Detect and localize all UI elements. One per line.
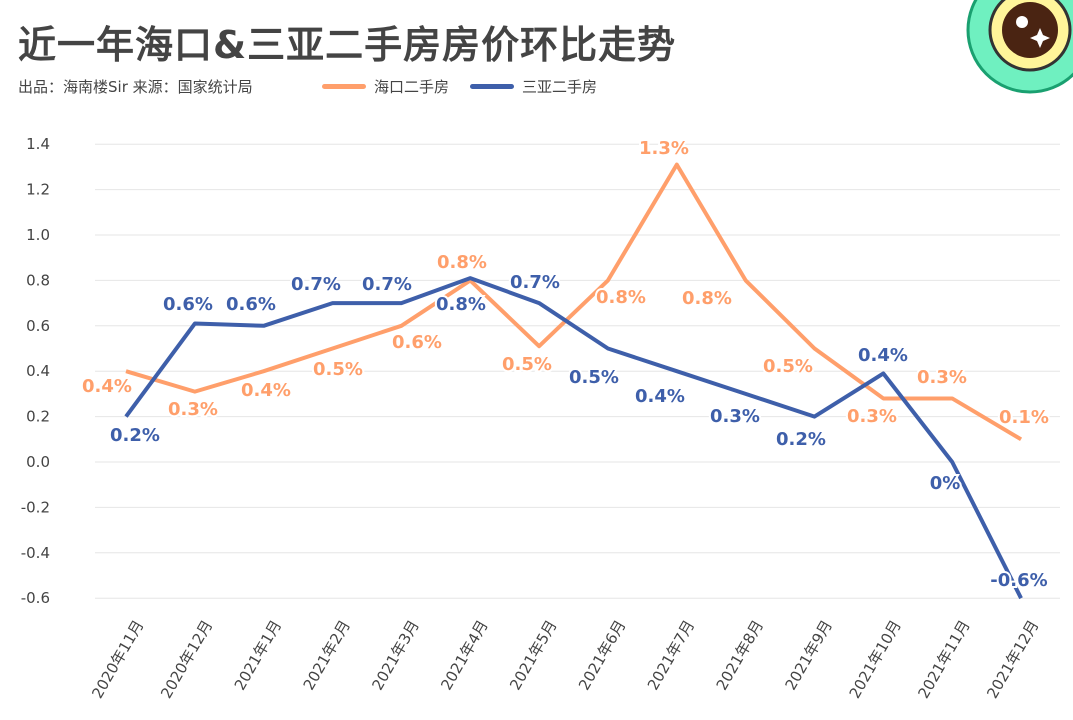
data-label: 0.2%: [110, 425, 160, 446]
y-tick-label: 1.4: [26, 135, 50, 153]
data-label: 0.4%: [635, 386, 685, 407]
data-label: 0.6%: [163, 294, 213, 315]
x-tick-label: 2021年3月: [368, 617, 422, 693]
data-label: 0.5%: [569, 367, 619, 388]
x-tick-label: 2020年12月: [157, 617, 216, 702]
y-tick-label: 0.8: [26, 271, 50, 289]
data-label: -0.6%: [990, 570, 1047, 591]
chart-subtitle: 出品：海南楼Sir 来源：国家统计局: [18, 78, 253, 96]
y-tick-label: 0.6: [26, 317, 50, 335]
data-label: 0.7%: [510, 272, 560, 293]
data-label: 0.8%: [436, 294, 486, 315]
legend-swatch: [470, 84, 514, 89]
data-label: 0.3%: [168, 399, 218, 420]
data-label: 1.3%: [639, 138, 689, 159]
data-label: 0.8%: [596, 287, 646, 308]
data-label: 0.4%: [241, 380, 291, 401]
x-tick-label: 2021年12月: [983, 617, 1042, 702]
data-label: 0.6%: [392, 332, 442, 353]
data-label: 0.3%: [710, 406, 760, 427]
data-label: 0.4%: [82, 376, 132, 397]
legend-item-haikou: 海口二手房: [322, 76, 449, 97]
y-tick-label: 0.4: [26, 362, 50, 380]
y-tick-label: -0.6: [21, 589, 50, 607]
x-tick-label: 2021年1月: [231, 617, 285, 693]
y-tick-label: 1.2: [26, 181, 50, 199]
data-label: 0.8%: [437, 252, 487, 273]
data-label: 0.8%: [682, 288, 732, 309]
y-tick-label: 1.0: [26, 226, 50, 244]
data-label: 0%: [930, 473, 961, 494]
data-label: 0.5%: [763, 356, 813, 377]
data-label: 0.7%: [362, 274, 412, 295]
y-tick-label: 0.0: [26, 453, 50, 471]
series-line-1: [124, 276, 1023, 600]
x-tick-label: 2020年11月: [88, 617, 147, 702]
y-tick-label: -0.4: [21, 544, 50, 562]
data-label: 0.5%: [502, 354, 552, 375]
x-tick-label: 2021年2月: [300, 617, 354, 693]
data-label: 0.4%: [858, 345, 908, 366]
mascot-logo: [966, 0, 1073, 94]
legend-label: 海口二手房: [374, 78, 450, 96]
data-label: 0.1%: [999, 407, 1049, 428]
legend-swatch: [322, 84, 366, 89]
x-tick-label: 2021年4月: [437, 617, 491, 693]
data-label: 0.3%: [847, 406, 897, 427]
data-label: 0.7%: [291, 274, 341, 295]
x-tick-label: 2021年11月: [914, 617, 973, 702]
y-tick-label: -0.2: [21, 498, 50, 516]
data-label: 0.3%: [917, 367, 967, 388]
legend-label: 三亚二手房: [522, 78, 598, 96]
x-tick-label: 2021年9月: [782, 617, 836, 693]
chart-title: 近一年海口&三亚二手房房价环比走势: [18, 23, 677, 67]
legend-item-sanya: 三亚二手房: [470, 76, 597, 97]
data-label: 0.2%: [776, 429, 826, 450]
x-tick-label: 2021年6月: [575, 617, 629, 693]
y-tick-label: 0.2: [26, 408, 50, 426]
x-tick-label: 2021年8月: [713, 617, 767, 693]
x-tick-label: 2021年7月: [644, 617, 698, 693]
series-line-0: [125, 162, 1023, 442]
data-label: 0.6%: [226, 294, 276, 315]
x-tick-label: 2021年5月: [506, 617, 560, 693]
data-label: 0.5%: [313, 359, 363, 380]
x-tick-label: 2021年10月: [846, 617, 905, 702]
